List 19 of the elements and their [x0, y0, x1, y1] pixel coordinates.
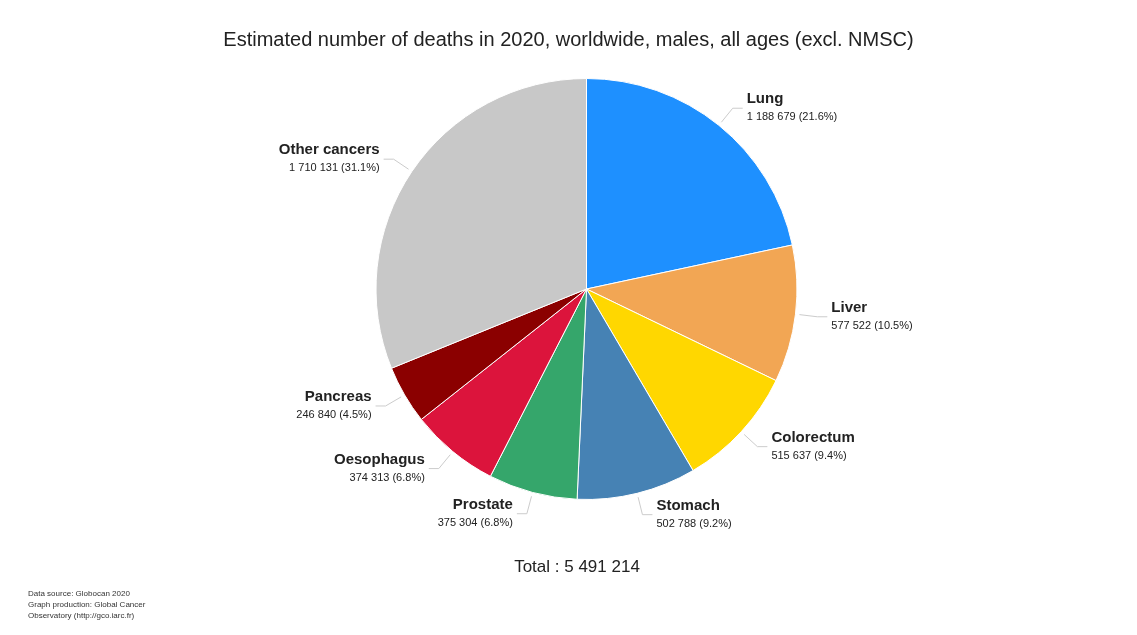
text: Total : 5 491 214	[514, 556, 640, 576]
slice-label: Lung	[746, 89, 784, 107]
data-label: 515 637 (9.4%)	[771, 448, 847, 461]
data-label: 502 788 (9.2%)	[656, 516, 732, 529]
slice-label: Oesophagus	[333, 449, 425, 467]
source-note: Data source: Globocan 2020 Graph production: Global Cancer Observatory (http://gco.iarc.fr)	[28, 588, 146, 621]
slice-label: Prostate	[452, 494, 513, 512]
slice-label: Liver	[831, 297, 868, 315]
slice-label: Colorectum	[771, 427, 855, 445]
slice-label: Stomach	[656, 495, 720, 513]
data-label: 375 304 (6.8%)	[437, 515, 513, 528]
slice-label: Pancreas	[304, 387, 372, 405]
chart-title: Estimated number of deaths in 2020, worldwide, males, all ages (excl. NMSC)	[223, 27, 914, 50]
slice-label: Other cancers	[278, 140, 380, 158]
data-label: 1 710 131 (31.1%)	[289, 161, 380, 174]
data-label: 577 522 (10.5%)	[831, 318, 913, 331]
data-label: 246 840 (4.5%)	[296, 408, 372, 421]
data-label: 374 313 (6.8%)	[349, 470, 425, 483]
data-label: 1 188 679 (21.6%)	[746, 110, 838, 123]
